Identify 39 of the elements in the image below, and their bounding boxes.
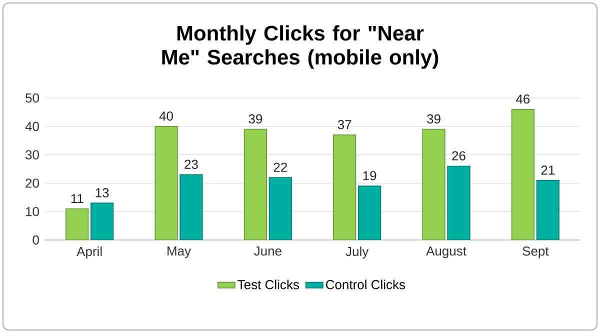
legend-label: Test Clicks — [238, 280, 299, 290]
data-label: 22 — [274, 162, 287, 172]
bar — [536, 180, 560, 240]
x-tick-label: April — [76, 246, 102, 259]
bar — [154, 126, 178, 240]
chart-title: Monthly Clicks for "Near Me" Searches (mobile only) — [162, 25, 438, 69]
bar — [244, 128, 267, 240]
x-tick-label: Sept — [522, 246, 549, 258]
data-label: 21 — [541, 166, 554, 175]
y-tick-label: 0 — [32, 235, 39, 245]
bar — [358, 186, 382, 240]
bar — [268, 177, 292, 240]
data-label: 26 — [452, 151, 466, 160]
y-tick-label: 50 — [26, 93, 39, 103]
data-label: 11 — [71, 194, 84, 204]
bar — [90, 202, 114, 240]
x-tick-label: May — [168, 246, 192, 258]
y-tick-label: 20 — [26, 178, 39, 188]
data-label: 19 — [363, 171, 376, 180]
bar — [511, 108, 534, 240]
x-tick-label: July — [346, 246, 369, 259]
x-tick-label: June — [254, 246, 282, 256]
data-label: 40 — [159, 111, 173, 121]
bar — [66, 208, 89, 240]
data-label: 13 — [96, 188, 109, 198]
bar — [180, 174, 203, 240]
y-tick-label: 40 — [25, 122, 39, 132]
bar — [333, 134, 356, 240]
bar — [447, 166, 470, 240]
data-label: 39 — [427, 114, 440, 124]
legend-label: Control Clicks — [326, 280, 406, 290]
y-tick-label: 30 — [26, 150, 39, 160]
data-label: 39 — [248, 114, 262, 124]
x-tick-label: August — [426, 246, 466, 258]
y-tick-label: 10 — [26, 206, 39, 216]
data-label: 46 — [516, 94, 530, 104]
data-label: 37 — [338, 120, 352, 130]
bar — [422, 128, 446, 240]
data-label: 23 — [184, 160, 198, 169]
